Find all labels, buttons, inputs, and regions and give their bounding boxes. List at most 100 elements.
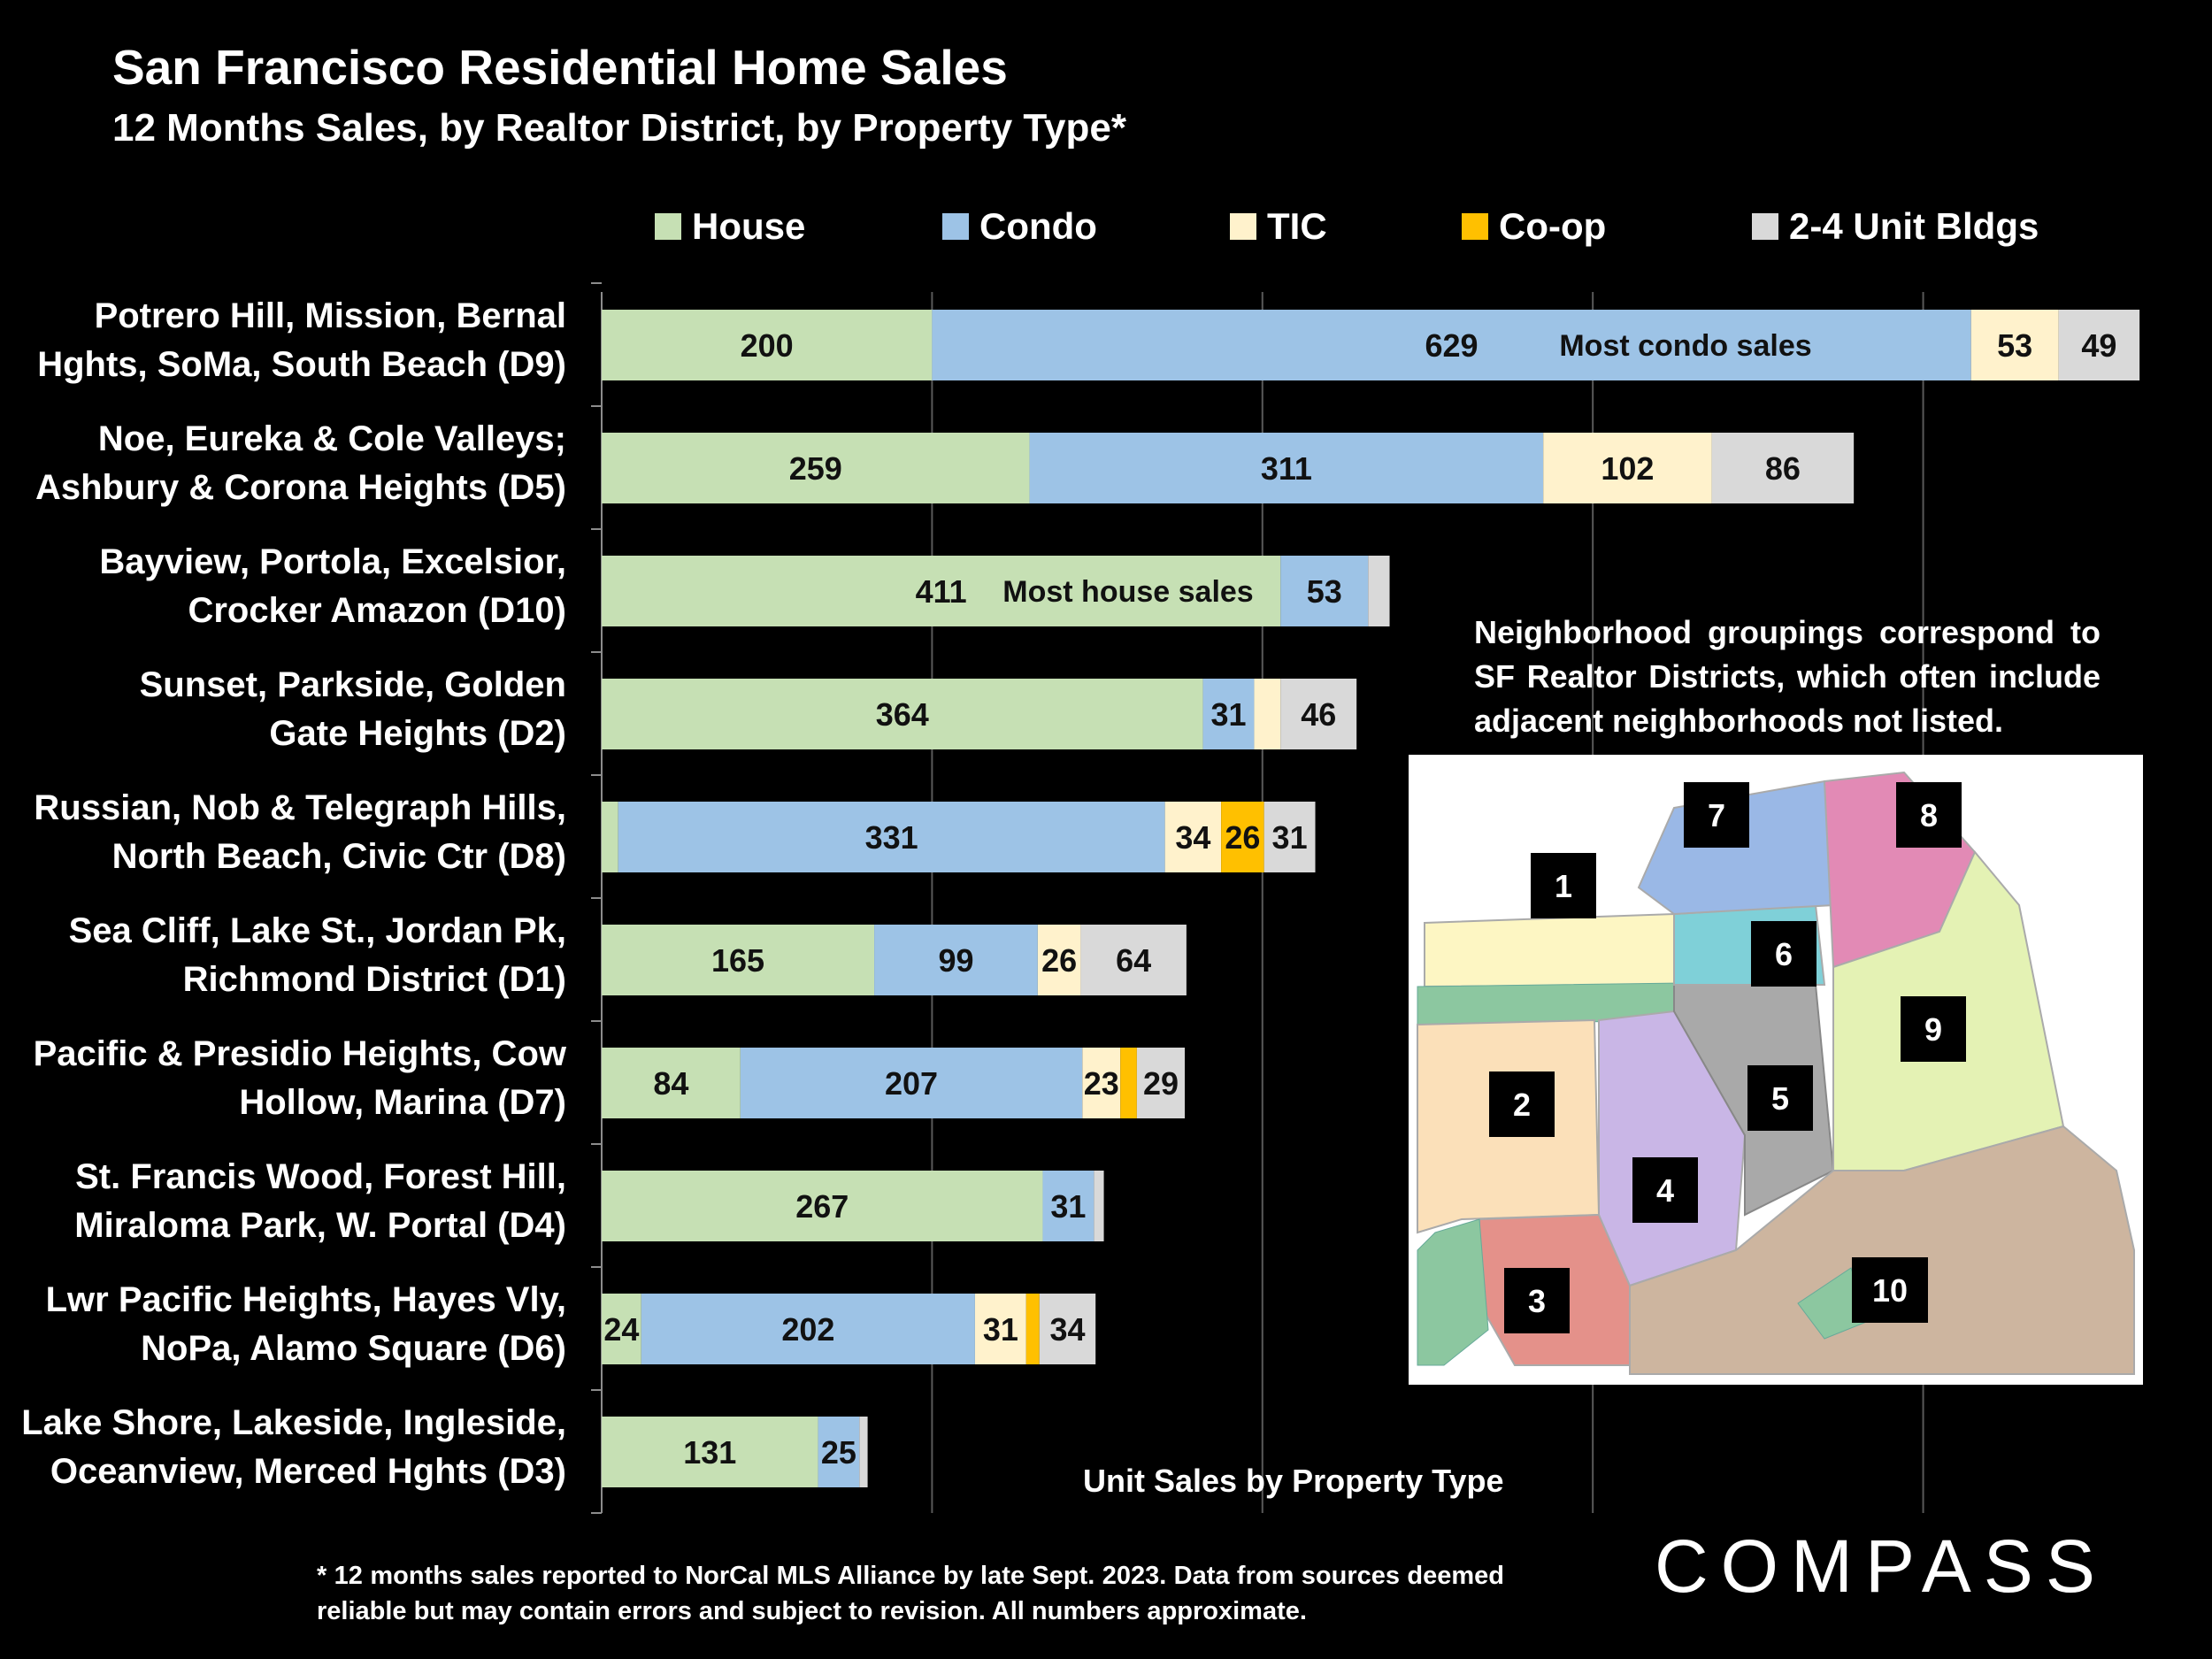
- map-district-badge: [1684, 782, 1749, 848]
- bar-segment: [1136, 1048, 1186, 1118]
- bar-segment: [859, 1417, 868, 1487]
- data-label: 165: [711, 942, 764, 979]
- category-label: Russian, Nob & Telegraph Hills,: [34, 788, 566, 827]
- bar-annotation: Most house sales: [1002, 575, 1253, 609]
- legend-item: 2-4 Unit Bldgs: [1752, 205, 2039, 248]
- bar-segment: [1042, 1171, 1094, 1241]
- data-label: 131: [683, 1434, 736, 1471]
- bar-segment: [1094, 1171, 1104, 1241]
- legend: House Condo TIC Co-op 2-4 Unit Bldgs: [655, 205, 2070, 258]
- data-label: 202: [781, 1311, 834, 1348]
- data-label: 31: [983, 1311, 1018, 1348]
- bar-segment: [602, 1171, 1043, 1241]
- data-label: 411: [916, 573, 967, 610]
- category-label: Noe, Eureka & Cole Valleys;: [98, 419, 566, 458]
- legend-label: Condo: [979, 205, 1097, 247]
- stacked-bar-chart: Potrero Hill, Mission, Bernal Hghts, SoMa…: [21, 282, 2140, 1514]
- bar-segment: [1254, 679, 1281, 749]
- map-district-number: 3: [1528, 1283, 1546, 1319]
- district-note: Neighborhood groupings correspond to SF …: [1474, 614, 2101, 739]
- map-district-labels: 1 2 3 4 5 6 7 8 9 10: [1489, 782, 1966, 1333]
- map-district-badge: [1489, 1071, 1555, 1137]
- map-district-badge: [1852, 1257, 1928, 1323]
- data-label: 86: [1765, 450, 1801, 487]
- bar-segment: [1543, 433, 1712, 503]
- data-label: 331: [865, 819, 918, 856]
- data-label: 26: [1225, 819, 1260, 856]
- bar-segment: [1263, 802, 1316, 872]
- data-label: 311: [1261, 450, 1312, 487]
- legend-swatch: [655, 213, 681, 240]
- bar-segment: [1970, 310, 2059, 380]
- data-label: 629: [1425, 327, 1479, 364]
- category-label: Sunset, Parkside, Golden: [140, 665, 566, 704]
- category-label: Pacific & Presidio Heights, Cow: [34, 1034, 567, 1073]
- category-label: Hghts, SoMa, South Beach (D9): [37, 345, 566, 384]
- category-label: Richmond District (D1): [183, 960, 566, 999]
- map-district-1-area: [1424, 912, 1675, 988]
- x-axis-title: Unit Sales by Property Type: [1083, 1463, 1504, 1499]
- map-district-badge: [1896, 782, 1962, 848]
- category-label: Sea Cliff, Lake St., Jordan Pk,: [69, 911, 566, 950]
- legend-swatch: [942, 213, 969, 240]
- data-label: 99: [938, 942, 973, 979]
- legend-swatch: [1462, 213, 1488, 240]
- bar-segment: [602, 1048, 741, 1118]
- district-map-svg: 1 2 3 4 5 6 7 8 9 10: [1417, 771, 2135, 1375]
- bar-segment: [602, 802, 618, 872]
- data-label: 26: [1041, 942, 1077, 979]
- bar-segment: [974, 1294, 1026, 1364]
- map-district-number: 9: [1924, 1011, 1942, 1048]
- bar-segment: [1221, 802, 1264, 872]
- footnote: * 12 months sales reported to NorCal MLS…: [317, 1562, 1504, 1625]
- category-label: Crocker Amazon (D10): [188, 591, 566, 630]
- data-label: 53: [1997, 327, 2032, 364]
- legend-label: TIC: [1267, 205, 1327, 247]
- category-label: North Beach, Civic Ctr (D8): [112, 837, 566, 876]
- legend-item: Condo: [942, 205, 1097, 248]
- map-district-badge: [1504, 1268, 1570, 1333]
- map-district-number: 1: [1555, 868, 1572, 904]
- bar-segment: [1037, 925, 1081, 995]
- bar-segment: [1082, 1048, 1121, 1118]
- legend-label: House: [692, 205, 806, 247]
- bar-segment: [1202, 679, 1255, 749]
- data-label: 23: [1084, 1065, 1119, 1102]
- map-district-badge: [1531, 853, 1596, 918]
- bar-segment: [618, 802, 1165, 872]
- bar-segment: [1280, 556, 1369, 626]
- bar-segment: [932, 310, 1971, 380]
- data-label: 31: [1050, 1188, 1086, 1225]
- data-label: 34: [1049, 1311, 1085, 1348]
- bar-segment: [602, 925, 875, 995]
- map-district-number: 8: [1920, 797, 1938, 833]
- data-label: 364: [876, 696, 929, 733]
- bar-segment: [602, 1417, 818, 1487]
- bar-segment: [602, 310, 933, 380]
- bar-segment: [2058, 310, 2140, 380]
- district-map: 1 2 3 4 5 6 7 8 9 10: [1409, 755, 2143, 1385]
- bar-annotation: Most condo sales: [1559, 329, 1811, 363]
- bar-segment: [602, 556, 1281, 626]
- bar-segment: [1029, 433, 1544, 503]
- bar-segment: [602, 1294, 641, 1364]
- legend-label: 2-4 Unit Bldgs: [1789, 205, 2039, 247]
- bar-segment: [1039, 1294, 1096, 1364]
- data-label: 53: [1307, 573, 1342, 610]
- bar-segment: [1080, 925, 1187, 995]
- bar-segment: [818, 1417, 860, 1487]
- data-label: 34: [1175, 819, 1210, 856]
- category-label: NoPa, Alamo Square (D6): [141, 1329, 566, 1368]
- category-label: Lwr Pacific Heights, Hayes Vly,: [46, 1280, 566, 1319]
- bar-segment: [602, 433, 1030, 503]
- bar-segment: [1368, 556, 1390, 626]
- data-label: 64: [1116, 942, 1151, 979]
- legend-item: Co-op: [1462, 205, 1606, 248]
- bar-segment: [1711, 433, 1855, 503]
- bar-segment: [1025, 1294, 1040, 1364]
- data-label: 200: [741, 327, 794, 364]
- map-district-number: 6: [1775, 936, 1793, 972]
- category-label: St. Francis Wood, Forest Hill,: [75, 1157, 566, 1196]
- map-district-number: 10: [1872, 1272, 1908, 1309]
- map-district-number: 5: [1771, 1080, 1789, 1117]
